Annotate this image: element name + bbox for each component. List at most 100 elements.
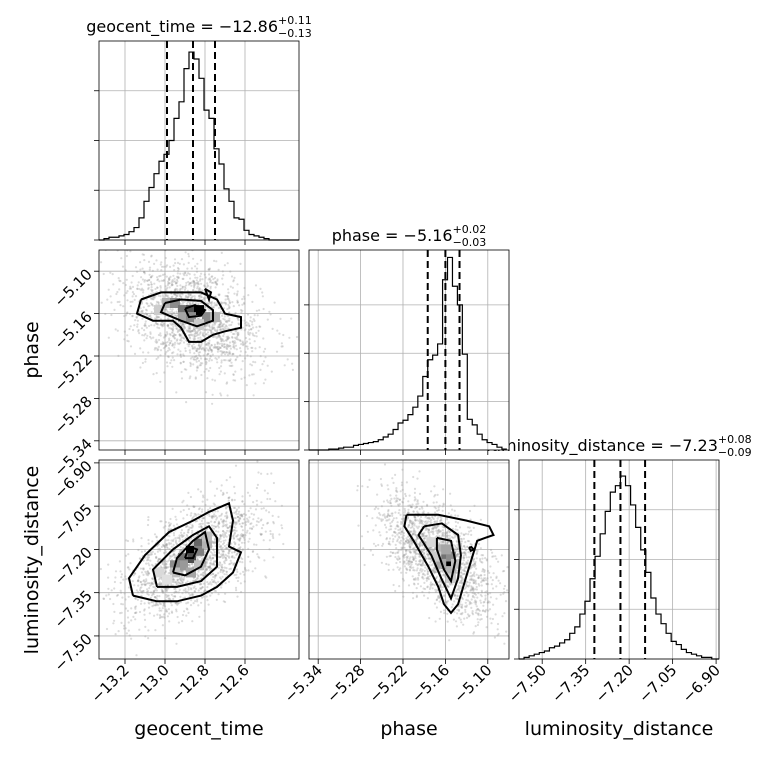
sample-point	[167, 598, 170, 601]
sample-point	[173, 581, 176, 584]
sample-point	[196, 519, 199, 523]
sample-point	[210, 275, 213, 278]
sample-point	[213, 276, 217, 280]
sample-point	[168, 554, 172, 558]
sample-point	[201, 586, 204, 589]
histogram-panel-phase	[304, 249, 510, 451]
sample-point	[218, 323, 221, 326]
sample-point	[240, 328, 243, 331]
sample-point	[140, 571, 144, 574]
sample-point	[155, 556, 158, 559]
sample-point	[152, 304, 155, 307]
sample-point	[162, 601, 165, 605]
sample-point	[467, 615, 470, 618]
sample-point	[167, 282, 170, 285]
sample-point	[380, 519, 383, 523]
sample-point	[153, 586, 156, 589]
sample-point	[155, 317, 158, 320]
sample-point	[218, 561, 221, 564]
sample-point	[225, 382, 228, 385]
sample-point	[118, 300, 121, 303]
sample-point	[213, 343, 216, 346]
sample-point	[206, 498, 209, 501]
sample-point	[176, 278, 179, 281]
sample-point	[225, 520, 228, 523]
sample-point	[266, 364, 269, 367]
sample-point	[123, 330, 126, 333]
sample-point	[434, 590, 437, 593]
sample-point	[180, 571, 183, 574]
sample-point	[441, 540, 444, 543]
sample-point	[374, 506, 378, 509]
sample-point	[186, 580, 189, 583]
sample-point	[102, 272, 105, 276]
sample-point	[167, 282, 170, 285]
sample-point	[386, 514, 390, 517]
sample-point	[427, 547, 430, 550]
sample-point	[165, 543, 168, 547]
sample-point	[400, 571, 403, 574]
sample-point	[233, 485, 236, 488]
sample-point	[166, 294, 169, 297]
sample-point	[241, 500, 244, 503]
sample-point	[173, 258, 177, 261]
sample-point	[403, 556, 406, 559]
sample-point	[249, 355, 252, 358]
sample-point	[237, 515, 240, 519]
sample-point	[409, 560, 412, 563]
sample-point	[215, 358, 218, 361]
sample-point	[182, 277, 185, 280]
sample-point	[159, 565, 162, 568]
sample-point	[217, 572, 220, 575]
sample-point	[461, 611, 464, 615]
sample-point	[450, 536, 453, 539]
sample-point	[140, 594, 143, 597]
sample-point	[236, 552, 239, 555]
sample-point	[166, 332, 169, 336]
sample-point	[199, 345, 202, 348]
sample-point	[165, 595, 168, 599]
sample-point	[157, 548, 160, 551]
sample-point	[463, 563, 466, 566]
sample-point	[211, 393, 214, 396]
sample-point	[400, 522, 403, 526]
sample-point	[407, 584, 411, 587]
sample-point	[199, 275, 202, 278]
sample-point	[252, 518, 255, 521]
sample-point	[412, 527, 415, 530]
sample-point	[197, 359, 201, 362]
sample-point	[394, 535, 397, 538]
sample-point	[141, 567, 144, 570]
sample-point	[419, 541, 423, 544]
sample-point	[418, 543, 421, 546]
sample-point	[413, 532, 416, 535]
sample-point	[160, 269, 163, 272]
sample-point	[229, 524, 232, 528]
sample-point	[371, 517, 374, 520]
sample-point	[241, 522, 244, 525]
sample-point	[224, 582, 227, 585]
sample-point	[210, 344, 213, 347]
sample-point	[485, 583, 488, 586]
sample-point	[399, 542, 402, 545]
sample-point	[471, 594, 475, 597]
sample-point	[173, 579, 176, 582]
sample-point	[213, 581, 217, 584]
sample-point	[378, 531, 381, 534]
sample-point	[181, 323, 184, 326]
sample-point	[179, 576, 182, 579]
sample-point	[197, 302, 200, 305]
sample-point	[121, 603, 125, 606]
sample-point	[215, 573, 218, 577]
sample-point	[252, 334, 255, 337]
sample-point	[222, 301, 225, 304]
sample-point	[243, 541, 246, 544]
sample-point	[132, 540, 135, 543]
sample-point	[462, 545, 465, 548]
sample-point	[433, 571, 436, 574]
sample-point	[462, 556, 466, 559]
sample-point	[156, 279, 159, 282]
sample-point	[176, 342, 179, 345]
sample-point	[226, 381, 229, 384]
sample-point	[410, 506, 413, 509]
